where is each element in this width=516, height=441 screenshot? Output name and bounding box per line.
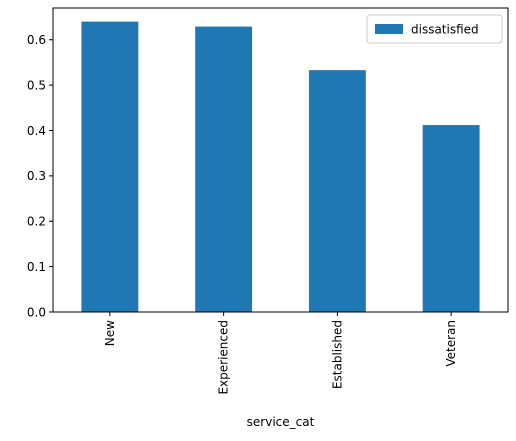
- x-tick-label: Veteran: [444, 320, 458, 367]
- y-tick-label: 0.0: [27, 305, 46, 319]
- bar-new: [81, 21, 139, 313]
- legend: dissatisfied: [366, 14, 503, 44]
- x-tick-label: Experienced: [217, 320, 231, 395]
- y-tick-label: 0.2: [27, 215, 46, 229]
- bars-layer: [81, 21, 480, 313]
- x-axis-label: service_cat: [247, 415, 315, 429]
- x-tick-label: New: [103, 320, 117, 346]
- legend-label: dissatisfied: [411, 23, 479, 37]
- axes-layer: New Experienced Established Veteran 0.0 0.1 0.…: [27, 7, 509, 429]
- legend-box: [366, 14, 503, 44]
- y-tick-label: 0.1: [27, 260, 46, 274]
- x-tick-label: Established: [330, 320, 344, 389]
- bar-experienced: [195, 26, 253, 312]
- bar-veteran: [422, 125, 480, 312]
- y-tick-label: 0.3: [27, 169, 46, 183]
- legend-swatch: [375, 24, 403, 34]
- y-tick-label: 0.6: [27, 33, 46, 47]
- bar-established: [308, 70, 366, 312]
- plot-frame: [52, 7, 509, 313]
- y-tick-label: 0.4: [27, 124, 46, 138]
- y-tick-label: 0.5: [27, 78, 46, 92]
